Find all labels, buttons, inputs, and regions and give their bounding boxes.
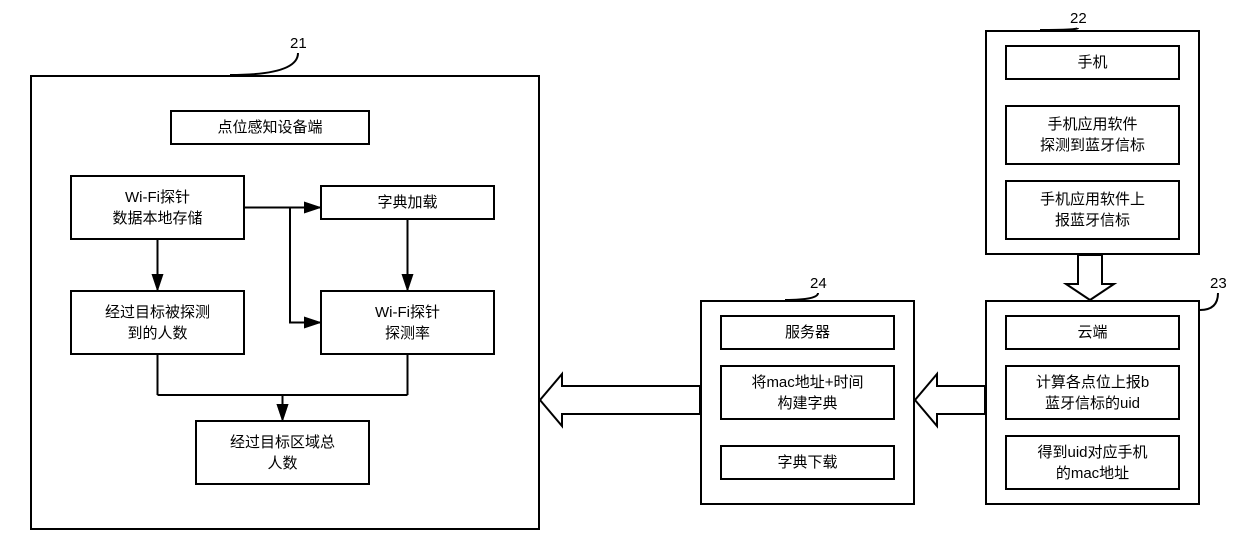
node-g22_title: 手机 — [1005, 45, 1180, 80]
id-label-l23: 23 — [1210, 275, 1227, 292]
id-label-l22: 22 — [1070, 10, 1087, 27]
node-g24_title: 服务器 — [720, 315, 895, 350]
node-g23_mac: 得到uid对应手机 的mac地址 — [1005, 435, 1180, 490]
node-g21_total: 经过目标区域总 人数 — [195, 420, 370, 485]
node-g21_store: Wi-Fi探针 数据本地存储 — [70, 175, 245, 240]
node-g21_title: 点位感知设备端 — [170, 110, 370, 145]
id-label-l21: 21 — [290, 35, 307, 52]
node-g21_detected: 经过目标被探测 到的人数 — [70, 290, 245, 355]
node-g23_title: 云端 — [1005, 315, 1180, 350]
id-label-l24: 24 — [810, 275, 827, 292]
node-g23_calc: 计算各点位上报b 蓝牙信标的uid — [1005, 365, 1180, 420]
node-g21_dict: 字典加载 — [320, 185, 495, 220]
node-g22_report: 手机应用软件上 报蓝牙信标 — [1005, 180, 1180, 240]
node-g24_dl: 字典下载 — [720, 445, 895, 480]
node-g21_rate: Wi-Fi探针 探测率 — [320, 290, 495, 355]
node-g22_detect: 手机应用软件 探测到蓝牙信标 — [1005, 105, 1180, 165]
node-g24_build: 将mac地址+时间 构建字典 — [720, 365, 895, 420]
